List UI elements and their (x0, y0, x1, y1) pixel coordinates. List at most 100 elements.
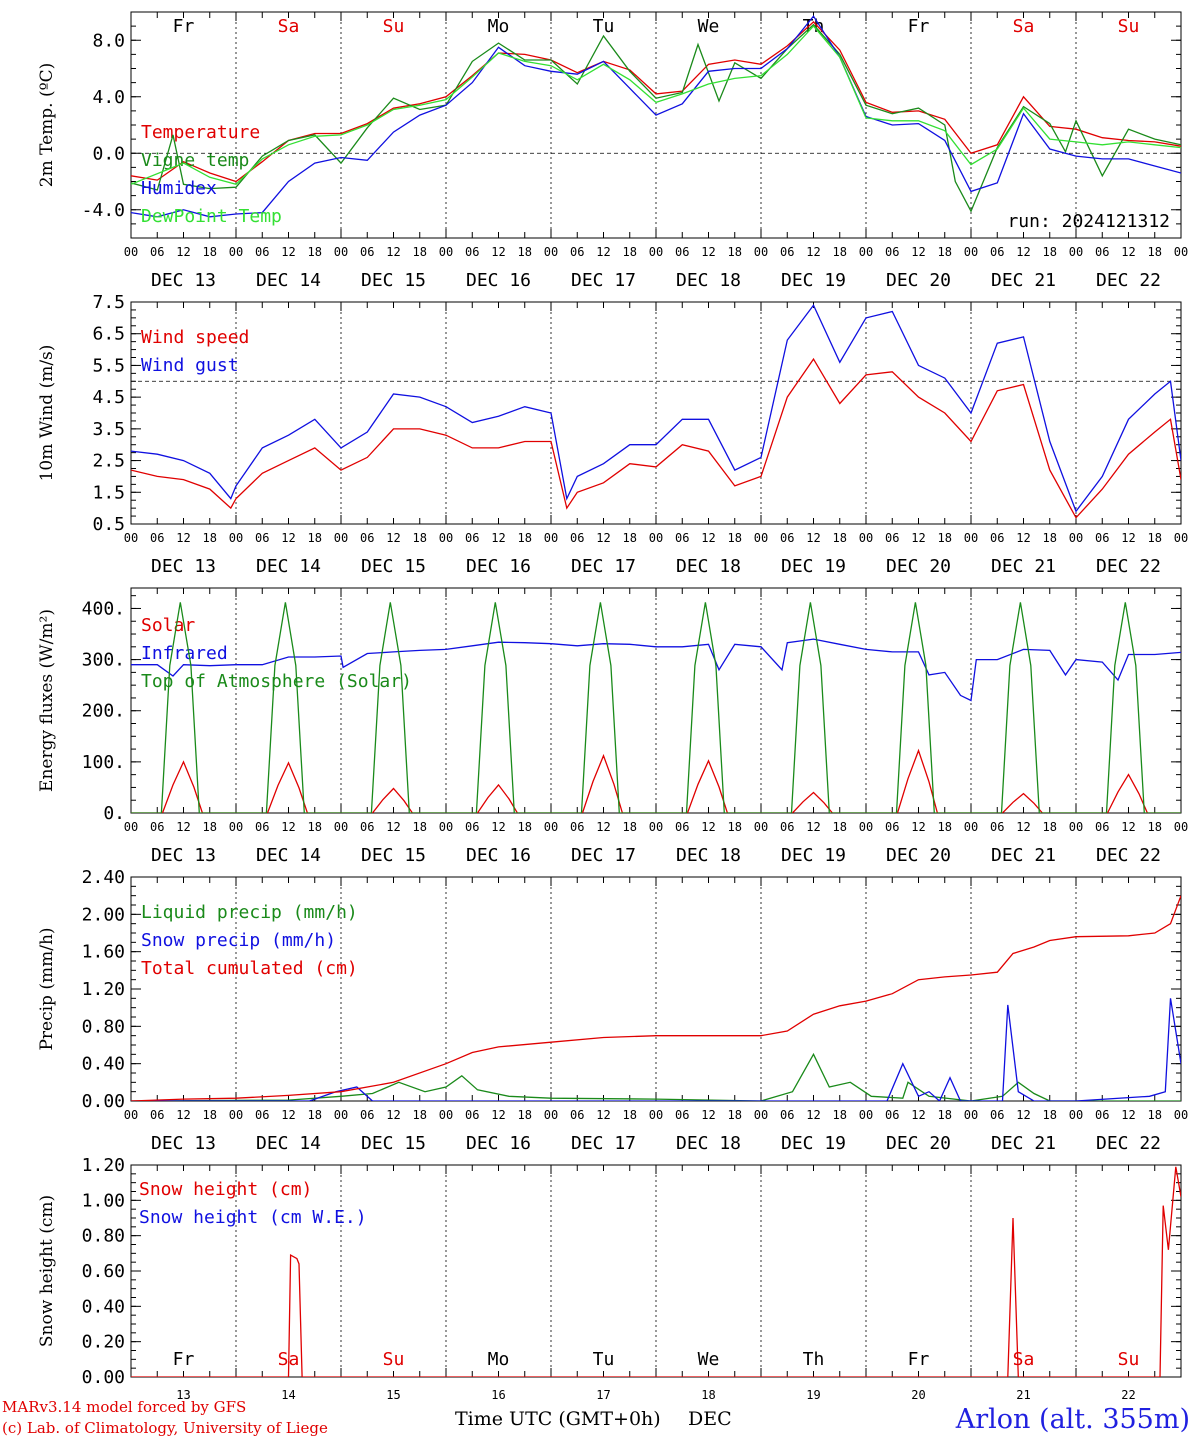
y-tick-label: 1.20 (82, 1155, 125, 1176)
hour-tick-label: 00 (1174, 531, 1188, 545)
hour-tick-label: 18 (308, 531, 322, 545)
hour-tick-label: 12 (911, 245, 925, 259)
hour-tick-label: 06 (990, 1108, 1004, 1122)
hour-tick-label: 12 (386, 820, 400, 834)
y-tick-label: 1.5 (92, 482, 125, 503)
hour-tick-label: 12 (1016, 820, 1030, 834)
weekday-label: Mo (488, 1349, 510, 1370)
series-line-2 (131, 998, 1181, 1101)
panel-3: 0. 100. 200. 300. 400. Energy fluxes (W/m²) 00… (37, 587, 1188, 866)
hour-tick-label: 06 (360, 245, 374, 259)
hour-tick-label: 12 (911, 531, 925, 545)
hour-tick-label: 18 (938, 531, 952, 545)
hour-tick-label: 00 (229, 245, 243, 259)
hour-tick-label: 00 (334, 820, 348, 834)
hour-tick-label: 00 (754, 245, 768, 259)
date-label: DEC 18 (676, 845, 741, 866)
series-line-1 (131, 20, 1181, 183)
hour-tick-label: 06 (255, 245, 269, 259)
date-label: DEC 22 (1096, 845, 1161, 866)
hour-tick-label: 12 (1016, 531, 1030, 545)
y-tick-label: 2.40 (82, 867, 125, 888)
hour-tick-label: 00 (964, 245, 978, 259)
series-line-2 (131, 303, 1181, 513)
hour-tick-label: 12 (1016, 245, 1030, 259)
y-tick-label: 6.5 (92, 324, 125, 345)
date-label: DEC 18 (676, 1133, 741, 1154)
hour-tick-label: 18 (308, 1108, 322, 1122)
weekday-label: Fr (173, 16, 195, 37)
date-label: DEC 17 (571, 556, 636, 577)
legend-entry: Humidex (141, 178, 217, 199)
hour-tick-label: 18 (833, 531, 847, 545)
hour-tick-label: 00 (964, 531, 978, 545)
x-axis-title: Time UTC (GMT+0h) (455, 1408, 661, 1430)
y-axis-title: 10m Wind (m/s) (37, 345, 57, 482)
series-line-3 (131, 895, 1181, 1101)
series-line-4 (131, 25, 1181, 186)
legend-entry: Top of Atmosphere (Solar) (141, 671, 412, 692)
y-tick-label: 300. (82, 650, 125, 671)
day-number-label: 14 (281, 1388, 295, 1402)
hour-tick-label: 00 (1069, 245, 1083, 259)
hour-tick-label: 00 (649, 1108, 663, 1122)
hour-tick-label: 06 (1095, 245, 1109, 259)
hour-tick-label: 18 (833, 820, 847, 834)
y-tick-label: 8.0 (92, 30, 125, 51)
date-label: DEC 21 (991, 556, 1056, 577)
date-label: DEC 19 (781, 556, 846, 577)
date-label: DEC 13 (151, 1133, 216, 1154)
y-tick-label: 2.5 (92, 451, 125, 472)
y-axis-title: Snow height (cm) (37, 1195, 57, 1347)
hour-tick-label: 06 (990, 245, 1004, 259)
hour-tick-label: 12 (911, 820, 925, 834)
hour-tick-label: 06 (465, 531, 479, 545)
hour-tick-label: 12 (281, 245, 295, 259)
hour-tick-label: 18 (203, 1108, 217, 1122)
hour-tick-label: 00 (1174, 820, 1188, 834)
hour-tick-label: 12 (386, 245, 400, 259)
legend-entry: Wind gust (141, 355, 239, 376)
legend-entry: Total cumulated (cm) (141, 958, 358, 979)
day-number-label: 13 (176, 1388, 190, 1402)
hour-tick-label: 06 (255, 820, 269, 834)
hour-tick-label: 18 (1043, 1108, 1057, 1122)
hour-tick-label: 12 (701, 1108, 715, 1122)
panel-2: 0.5 1.5 2.5 3.5 4.5 5.5 6.5 7.5 10m Wind (m/s) 00… (37, 292, 1188, 577)
hour-tick-label: 12 (1016, 1108, 1030, 1122)
hour-tick-label: 12 (596, 1108, 610, 1122)
hour-tick-label: 00 (754, 820, 768, 834)
hour-tick-label: 12 (176, 245, 190, 259)
hour-tick-label: 18 (413, 1108, 427, 1122)
weekday-label: Mo (488, 16, 510, 37)
hour-tick-label: 00 (1174, 1108, 1188, 1122)
hour-tick-label: 18 (203, 820, 217, 834)
date-label: DEC 13 (151, 270, 216, 291)
hour-tick-label: 06 (780, 245, 794, 259)
hour-tick-label: 12 (176, 820, 190, 834)
hour-tick-label: 00 (1069, 531, 1083, 545)
day-number-label: 22 (1121, 1388, 1135, 1402)
day-number-label: 20 (911, 1388, 925, 1402)
legend-entry: Temperature (141, 122, 260, 143)
hour-tick-label: 06 (675, 531, 689, 545)
hour-tick-label: 00 (754, 531, 768, 545)
hour-tick-label: 00 (439, 1108, 453, 1122)
y-tick-label: 1.20 (82, 979, 125, 1000)
y-axis-title: Precip (mm/h) (37, 927, 57, 1050)
date-label: DEC 17 (571, 845, 636, 866)
y-tick-label: 4.0 (92, 87, 125, 108)
series-line-1 (131, 357, 1181, 519)
weekday-label: Th (803, 1349, 825, 1370)
hour-tick-label: 12 (806, 820, 820, 834)
hour-tick-label: 00 (649, 531, 663, 545)
date-label: DEC 17 (571, 270, 636, 291)
hour-tick-label: 00 (649, 820, 663, 834)
hour-tick-label: 12 (806, 245, 820, 259)
hour-tick-label: 18 (728, 531, 742, 545)
hour-tick-label: 06 (990, 820, 1004, 834)
hour-tick-label: 06 (885, 820, 899, 834)
date-label: DEC 15 (361, 1133, 426, 1154)
y-tick-label: 0.00 (82, 1367, 125, 1388)
weekday-label: Su (383, 16, 405, 37)
